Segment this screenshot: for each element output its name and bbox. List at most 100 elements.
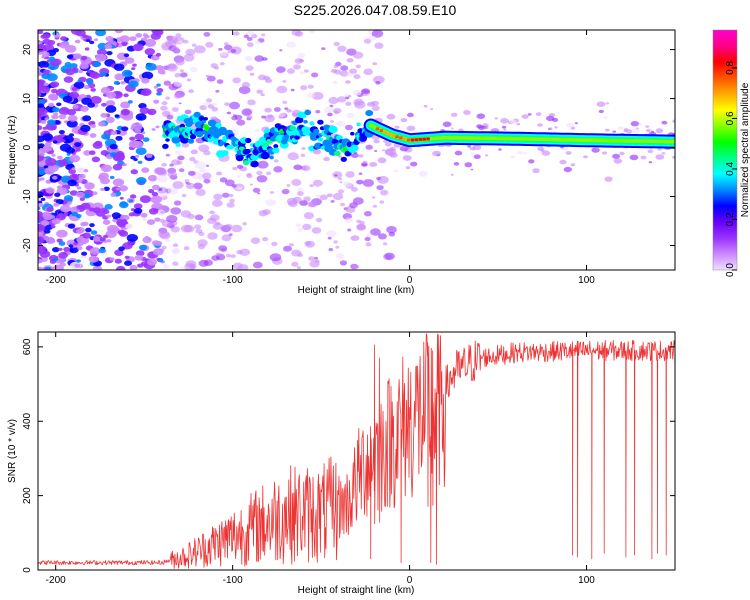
noise-blob	[76, 186, 82, 190]
noise-blob	[476, 113, 486, 119]
noise-blob	[453, 162, 460, 166]
noise-blob	[257, 192, 261, 195]
noise-blob	[76, 259, 81, 263]
noise-blob	[44, 117, 49, 121]
noise-blob	[483, 126, 489, 130]
tone-blob	[320, 146, 325, 150]
noise-blob	[120, 108, 130, 116]
noise-blob	[154, 217, 161, 222]
noise-blob	[281, 188, 290, 195]
noise-blob	[94, 140, 103, 146]
noise-blob	[57, 155, 63, 160]
tone-blob	[365, 110, 374, 117]
noise-blob	[528, 159, 535, 164]
noise-blob	[45, 187, 55, 194]
noise-blob	[273, 159, 279, 163]
noise-blob	[384, 142, 392, 147]
noise-blob	[282, 80, 287, 83]
noise-blob	[241, 81, 251, 88]
noise-blob	[244, 55, 253, 62]
noise-blob	[172, 261, 179, 266]
noise-blob	[326, 230, 337, 238]
noise-blob	[60, 36, 68, 41]
noise-blob	[90, 88, 96, 92]
noise-blob	[77, 79, 82, 83]
noise-blob	[291, 261, 299, 267]
noise-blob	[645, 125, 650, 128]
noise-blob	[236, 249, 243, 255]
noise-blob	[165, 96, 171, 100]
noise-blob	[92, 191, 98, 195]
noise-blob	[58, 247, 63, 251]
noise-blob	[293, 164, 303, 171]
noise-blob	[114, 30, 123, 34]
noise-blob	[106, 91, 117, 99]
tone-blob	[245, 137, 252, 144]
noise-blob	[103, 186, 110, 191]
snr-panel: -200 -100 0 100 0 200 400 600 Height of straigh…	[7, 331, 676, 596]
noise-blob	[88, 207, 95, 212]
noise-blob	[203, 150, 211, 156]
noise-blob	[153, 99, 160, 104]
noise-blob	[303, 69, 309, 73]
noise-blob	[266, 171, 272, 176]
noise-blob	[300, 85, 308, 91]
noise-blob	[451, 127, 454, 130]
noise-blob	[247, 99, 256, 106]
noise-blob	[151, 128, 156, 131]
noise-blob	[88, 255, 99, 263]
noise-blob	[328, 248, 334, 252]
noise-blob	[546, 115, 555, 122]
noise-blob	[113, 80, 120, 85]
noise-blob	[128, 80, 139, 88]
tone-blob	[245, 149, 251, 154]
tone-blob	[309, 121, 315, 126]
noise-blob	[605, 102, 610, 105]
noise-blob	[82, 232, 91, 239]
noise-blob	[51, 218, 61, 225]
noise-blob	[405, 166, 411, 170]
noise-blob	[629, 154, 639, 161]
noise-blob	[174, 93, 182, 99]
noise-blob	[77, 246, 83, 251]
noise-blob	[337, 96, 347, 103]
noise-blob	[82, 221, 89, 226]
noise-blob	[598, 109, 604, 114]
noise-blob	[194, 45, 206, 54]
noise-blob	[134, 208, 143, 214]
noise-blob	[177, 155, 185, 161]
tone-blob	[340, 156, 347, 162]
noise-blob	[135, 250, 145, 257]
noise-blob	[202, 172, 212, 180]
x-tick-label: 100	[578, 575, 595, 586]
noise-blob	[119, 214, 127, 220]
noise-blob	[509, 119, 517, 125]
noise-blob	[51, 153, 56, 157]
noise-blob	[77, 69, 83, 74]
noise-blob	[655, 154, 665, 160]
noise-blob	[38, 41, 41, 45]
noise-blob	[38, 60, 50, 69]
noise-blob	[371, 196, 376, 199]
noise-blob	[228, 233, 233, 237]
noise-blob	[128, 199, 134, 203]
noise-blob	[245, 65, 254, 71]
noise-blob	[124, 260, 132, 266]
noise-blob	[212, 222, 223, 230]
noise-blob	[279, 49, 283, 52]
noise-blob	[236, 175, 241, 178]
noise-blob	[287, 68, 295, 74]
noise-blob	[286, 197, 298, 206]
noise-blob	[62, 95, 73, 103]
noise-blob	[494, 117, 498, 120]
noise-blob	[630, 121, 640, 127]
noise-blob	[345, 80, 351, 84]
noise-blob	[346, 58, 354, 63]
noise-blob	[66, 119, 78, 128]
noise-blob	[297, 253, 304, 258]
noise-blob	[38, 30, 44, 35]
noise-blob	[354, 100, 366, 109]
noise-blob	[386, 226, 397, 234]
noise-blob	[377, 157, 387, 164]
noise-blob	[215, 89, 220, 93]
